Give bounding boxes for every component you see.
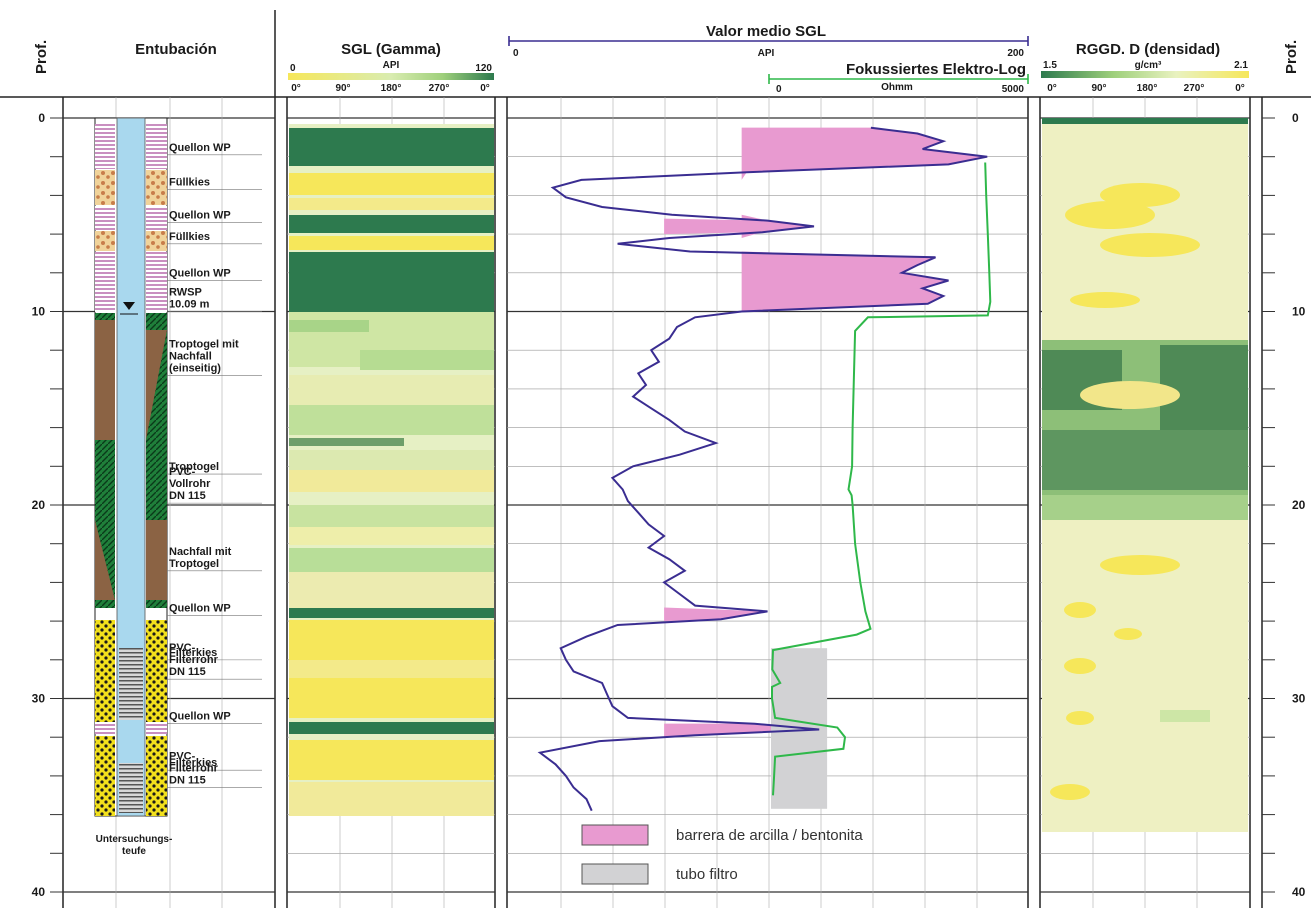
water-level-icon [123,302,135,310]
casing-layer-label: Quellon WP [169,711,231,723]
casing-layer-label: Filterrohr [169,763,219,775]
depth-axis-title-left: Prof. [33,40,50,74]
casing-layer-label: 10.09 m [169,299,210,311]
casing-layer-label: DN 115 [169,775,206,787]
legend: barrera de arcilla / bentonita tubo filt… [581,824,863,885]
casing-layer-label: Füllkies [169,177,210,189]
casing-layer-label: Troptogel mit [169,338,239,350]
density-scale-min: 1.5 [1043,60,1057,71]
casing-layer-label: PVC- [169,751,196,763]
casing-layer-label: Filterrohr [169,654,219,666]
density-color-scale [1041,71,1249,78]
header: Prof. Prof. Entubación SGL (Gamma) 0 API… [0,23,1311,98]
sgl-azimuth-tick: 0° [291,83,301,94]
sgl-azimuth-tick: 90° [335,83,350,94]
clay-interval [741,127,988,312]
mean-sgl-scale-unit: API [758,48,775,59]
casing-layer-label: Troptogel [169,461,219,473]
casing-layer-label: Filterkies [169,647,217,659]
density-azimuth-tick: 0° [1047,83,1057,94]
casing-title: Entubación [135,41,217,58]
depth-tick-label: 30 [1292,692,1306,706]
sgl-scale-unit: API [383,60,400,71]
density-scale-max: 2.1 [1234,60,1248,71]
casing-layer-label: RWSP [169,287,202,299]
density-azimuth-ticks: 0° 90° 180° 270° 0° [1047,83,1245,94]
depth-tick-label: 0 [38,111,45,125]
depth-tick-label: 30 [32,692,46,706]
sgl-scale-max: 120 [475,63,492,74]
density-azimuth-tick: 180° [1137,83,1158,94]
fel-scale-max: 5000 [1002,84,1025,95]
casing-layer-label: Nachfall mit [169,546,232,558]
casing-layer-label: DN 115 [169,666,206,678]
depth-tick-label: 40 [32,885,46,899]
fel-curve [771,162,992,796]
sgl-azimuth-ticks: 0° 90° 180° 270° 0° [291,83,490,94]
casing-layer-label: Füllkies [169,231,210,243]
density-image [1042,118,1248,832]
casing-layer-label: Quellon WP [169,142,231,154]
track-frames [62,10,1263,908]
footer-line-1: Untersuchungs- [96,834,173,845]
depth-tick-label: 10 [1292,305,1306,319]
density-azimuth-tick: 270° [1184,83,1205,94]
pink-seal-left [95,124,115,169]
casing-layer-label: DN 115 [169,490,206,502]
sgl-title: SGL (Gamma) [341,41,441,58]
footer-line-2: teufe [122,846,146,857]
filter-pipe-upper [119,648,143,720]
filter-pipe-lower [119,763,143,813]
casing-diagram [94,117,168,817]
mean-sgl-scale-max: 200 [1007,48,1024,59]
casing-layer-label: Vollrohr [169,478,211,490]
sgl-azimuth-tick: 0° [480,83,490,94]
clay-interval [664,607,768,622]
pink-seal-right [146,124,167,169]
depth-tick-label: 10 [32,305,46,319]
legend-swatch-filter [581,863,649,885]
sgl-azimuth-tick: 270° [429,83,450,94]
casing-layer-label: Troptogel [169,558,219,570]
legend-label-clay: barrera de arcilla / bentonita [676,827,863,844]
casing-layer-label: Nachfall [169,350,212,362]
legend-label-filter: tubo filtro [676,866,738,883]
depth-tick-label: 20 [1292,498,1306,512]
depth-tick-label: 0 [1292,111,1299,125]
casing-layer-label: (einseitig) [169,362,221,374]
depth-tick-label: 20 [32,498,46,512]
density-title: RGGD. D (densidad) [1076,41,1220,58]
sgl-azimuth-tick: 180° [381,83,402,94]
mean-sgl-scale-min: 0 [513,48,519,59]
sgl-color-scale [288,73,494,80]
density-azimuth-tick: 90° [1091,83,1106,94]
fel-title: Fokussiertes Elektro-Log [846,61,1026,78]
casing-layer-label: Quellon WP [169,268,231,280]
clay-interval [664,218,815,235]
casing-layer-label: PVC- [169,466,196,478]
depth-axis-title-right: Prof. [1283,40,1300,74]
mean-sgl-title: Valor medio SGL [706,23,826,40]
fel-scale-min: 0 [776,84,782,95]
casing-layer-label: Quellon WP [169,602,231,614]
density-azimuth-tick: 0° [1235,83,1245,94]
casing-layer-label: Filterkies [169,757,217,769]
density-scale-unit: g/cm³ [1135,60,1162,71]
casing-labels: Quellon WP Füllkies Quellon WP Füllkies Quel… [167,142,262,788]
casing-layer-label: Quellon WP [169,210,231,222]
casing-layer-label: PVC- [169,642,196,654]
depth-axis: 0 0 10 10 20 20 30 30 40 40 [32,111,1306,899]
intervals [664,127,988,809]
sgl-scale-min: 0 [290,63,296,74]
depth-tick-label: 40 [1292,885,1306,899]
fel-scale-unit: Ohmm [881,82,913,93]
legend-swatch-clay [581,824,649,846]
mean-sgl-curve [537,126,988,812]
sgl-gamma-image [289,124,494,816]
